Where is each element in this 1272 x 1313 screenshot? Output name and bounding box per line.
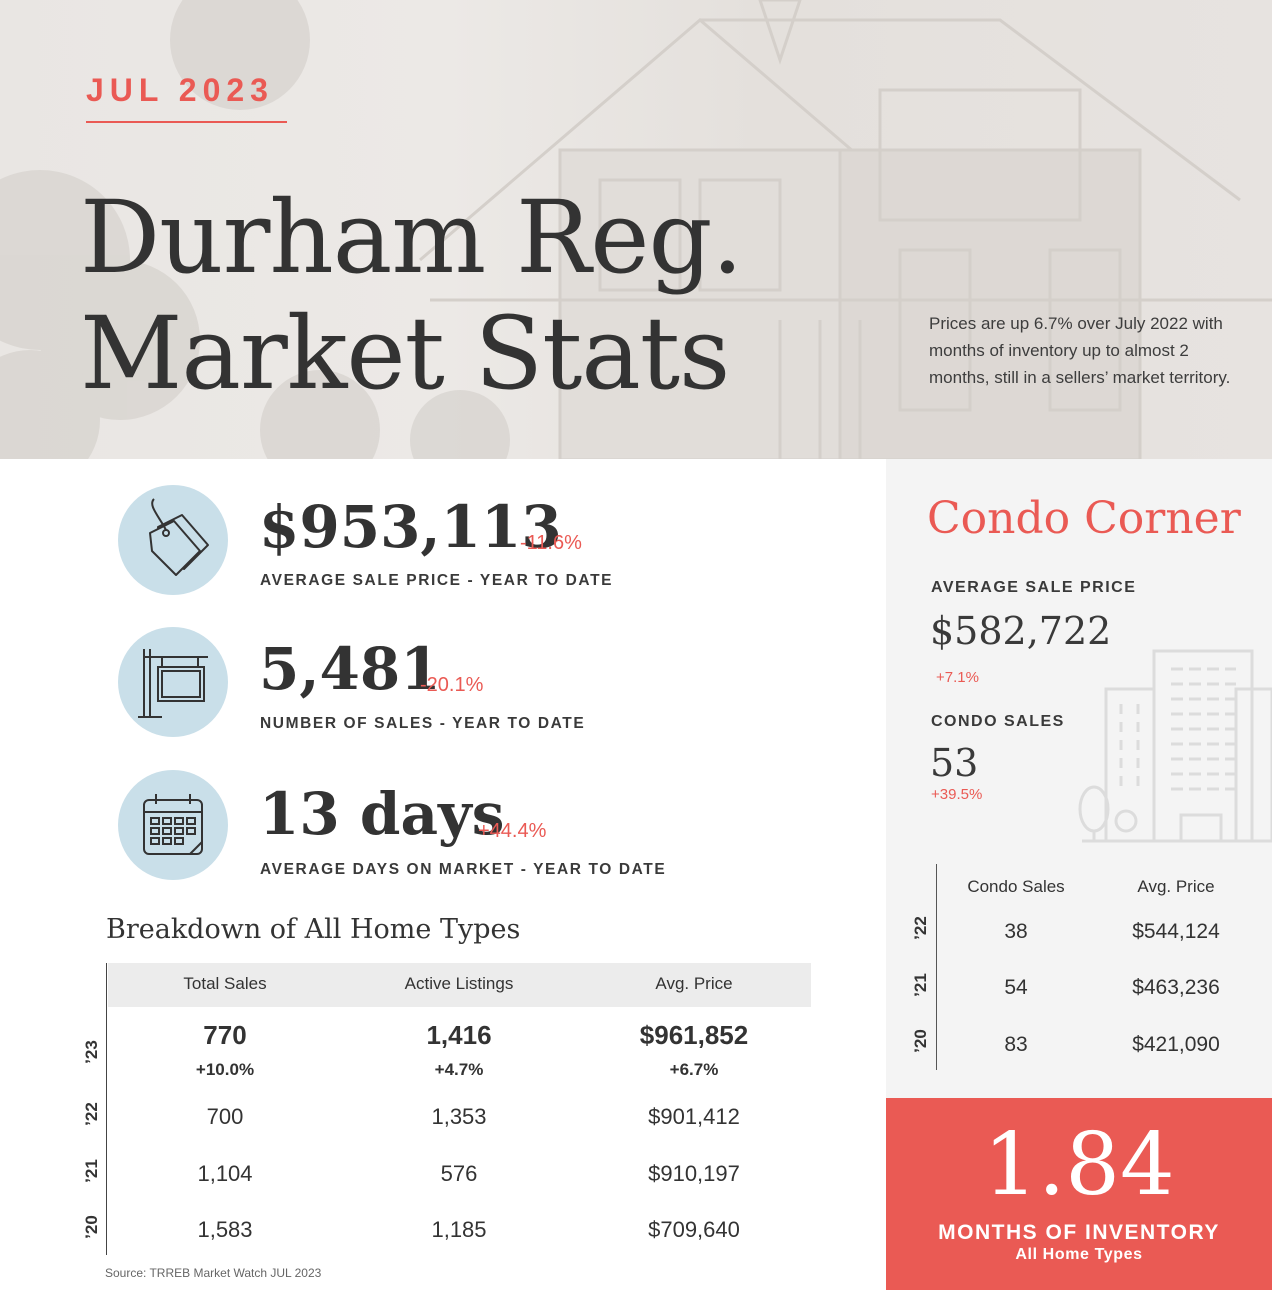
condo-avg-price-value: $582,722: [930, 609, 1112, 653]
row-year: ’22: [911, 916, 930, 940]
stat-label: AVERAGE SALE PRICE - YEAR TO DATE: [260, 572, 614, 589]
stat-number-of-sales: 5,481 -20.1% NUMBER OF SALES - YEAR TO D…: [118, 627, 818, 737]
stat-value: $953,113: [259, 493, 562, 561]
cell-avg-price-change: +6.7%: [669, 1060, 719, 1079]
price-tag-icon: [149, 498, 209, 576]
for-sale-sign-icon: [138, 649, 208, 718]
cell-condo-sales: 83: [1004, 1033, 1028, 1056]
stat-label: NUMBER OF SALES - YEAR TO DATE: [260, 715, 586, 732]
stat-icon-circle: [118, 627, 228, 737]
stat-average-sale-price: $953,113 -11.6% AVERAGE SALE PRICE - YEA…: [118, 485, 818, 595]
cell-avg-price: $910,197: [648, 1161, 740, 1186]
row-year: ’21: [82, 1159, 101, 1183]
breakdown-year-axis: [106, 963, 107, 1255]
stat-change: -11.6%: [520, 532, 582, 554]
cell-condo-sales: 38: [1004, 920, 1028, 943]
month-underline: [86, 121, 287, 123]
stat-days-on-market: 13 days +44.4% AVERAGE DAYS ON MARKET - …: [118, 770, 818, 880]
source-note: Source: TRREB Market Watch JUL 2023: [105, 1266, 322, 1280]
header-active-listings: Active Listings: [404, 974, 514, 993]
cell-condo-avg-price: $421,090: [1132, 1033, 1220, 1056]
stat-icon-circle: [118, 770, 228, 880]
cell-avg-price: $709,640: [648, 1217, 740, 1242]
cell-active-listings: 576: [440, 1161, 478, 1186]
stat-change: -20.1%: [420, 674, 484, 696]
cell-active-listings-change: +4.7%: [434, 1060, 484, 1079]
hero-banner: JUL 2023 Durham Reg. Market Stats Prices…: [0, 0, 1272, 459]
cell-condo-avg-price: $463,236: [1132, 976, 1220, 999]
cell-total-sales: 700: [206, 1104, 244, 1129]
cell-active-listings: 1,353: [431, 1104, 487, 1129]
header-total-sales: Total Sales: [183, 974, 267, 993]
cell-total-sales: 1,104: [197, 1161, 253, 1186]
building-icon: [1078, 649, 1272, 843]
row-year: ’20: [82, 1215, 101, 1239]
inventory-value: 1.84: [983, 1115, 1175, 1215]
house-background-image: [0, 0, 1272, 459]
breakdown-title: Breakdown of All Home Types: [106, 914, 521, 945]
cell-avg-price: $961,852: [639, 1020, 749, 1050]
title-line-1: Durham Reg.: [80, 179, 743, 296]
cell-condo-avg-price: $544,124: [1132, 920, 1220, 943]
cell-active-listings: 1,416: [426, 1020, 492, 1050]
market-summary: Prices are up 6.7% over July 2022 with m…: [929, 314, 1231, 387]
condo-year-axis: [936, 864, 937, 1070]
condo-corner-panel: Condo Corner AVERAGE SALE PRICE $582,722…: [886, 459, 1272, 1098]
cell-active-listings: 1,185: [431, 1217, 487, 1242]
calendar-icon: [143, 794, 203, 855]
report-month: JUL 2023: [86, 72, 274, 108]
cell-total-sales-change: +10.0%: [195, 1060, 255, 1079]
title-line-2: Market Stats: [80, 295, 730, 412]
header-condo-sales: Condo Sales: [967, 877, 1065, 896]
row-year: ’23: [82, 1040, 101, 1064]
header-condo-avg-price: Avg. Price: [1137, 877, 1215, 896]
months-of-inventory-card: 1.84 MONTHS OF INVENTORY All Home Types: [886, 1098, 1272, 1290]
stat-change: +44.4%: [478, 820, 547, 842]
breakdown-header-row: Total Sales Active Listings Avg. Price: [108, 963, 811, 1007]
condo-avg-price-label: AVERAGE SALE PRICE: [931, 579, 1137, 596]
row-year: ’22: [82, 1102, 101, 1126]
condo-corner-title: Condo Corner: [927, 493, 1241, 544]
condo-sales-label: CONDO SALES: [931, 713, 1065, 730]
page-title: Durham Reg. Market Stats: [80, 179, 743, 412]
condo-sales-change: +39.5%: [931, 786, 983, 803]
header-avg-price: Avg. Price: [655, 974, 733, 993]
cell-total-sales: 1,583: [197, 1217, 253, 1242]
stat-value: 5,481: [259, 635, 441, 703]
stat-icon-circle: [118, 485, 228, 595]
cell-avg-price: $901,412: [648, 1104, 740, 1129]
condo-sales-value: 53: [930, 741, 979, 785]
inventory-sublabel: All Home Types: [1015, 1246, 1143, 1263]
inventory-label: MONTHS OF INVENTORY: [938, 1221, 1220, 1244]
row-year: ’21: [911, 973, 930, 997]
cell-total-sales: 770: [203, 1020, 247, 1050]
condo-avg-price-change: +7.1%: [936, 669, 979, 686]
cell-condo-sales: 54: [1004, 976, 1028, 999]
stat-label: AVERAGE DAYS ON MARKET - YEAR TO DATE: [260, 861, 667, 878]
stat-value: 13 days: [259, 780, 505, 848]
row-year: ’20: [911, 1029, 930, 1053]
